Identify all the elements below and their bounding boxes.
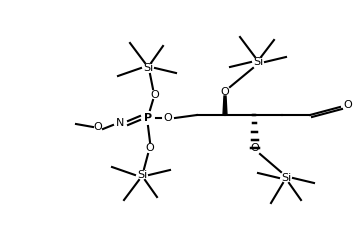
Text: Si: Si (137, 170, 147, 180)
Polygon shape (223, 96, 227, 115)
Text: N: N (116, 118, 124, 128)
Text: O: O (146, 143, 154, 153)
Text: O: O (221, 87, 230, 97)
Text: O: O (251, 143, 260, 153)
Text: O: O (344, 100, 352, 110)
Text: O: O (164, 113, 172, 123)
Text: P: P (144, 113, 152, 123)
Text: Si: Si (281, 173, 291, 183)
Text: O: O (94, 122, 102, 132)
Text: Si: Si (253, 57, 263, 67)
Text: O: O (151, 90, 159, 100)
Text: Si: Si (143, 63, 153, 73)
